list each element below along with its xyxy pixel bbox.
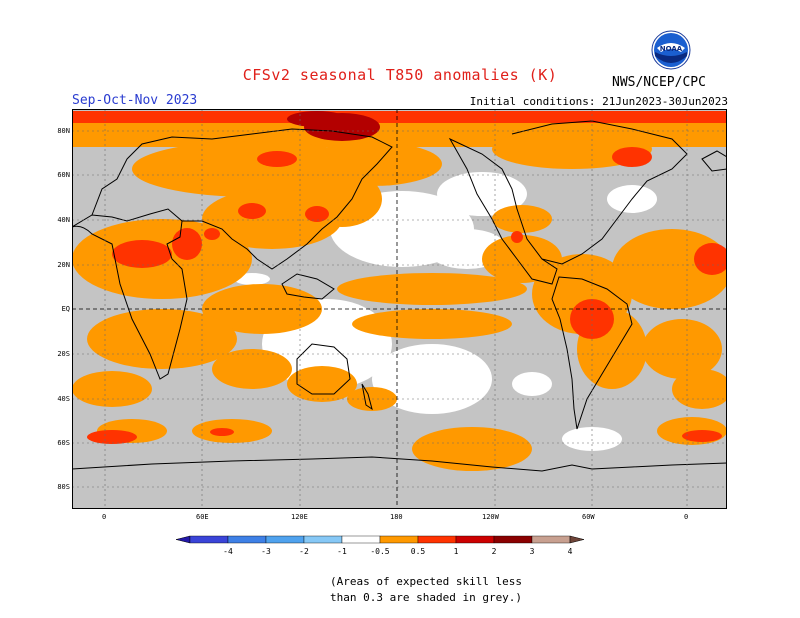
lon-labels: 0 60E 120E 180 120W 60W 0 <box>72 513 727 525</box>
darkred-regions <box>287 111 380 141</box>
lon-label: 0 <box>102 513 107 521</box>
colorbar-swatch <box>493 535 533 544</box>
equator-and-dateline <box>72 109 727 509</box>
colorbar-tick-label: 3 <box>530 547 535 556</box>
agency-label: NWS/NCEP/CPC <box>612 75 706 90</box>
lat-label: 60N <box>57 171 70 179</box>
colorbar-swatch <box>531 535 571 544</box>
season-label: Sep-Oct-Nov 2023 <box>72 93 198 108</box>
colorbar-tick-label: -4 <box>223 547 233 556</box>
svg-text:NOAA: NOAA <box>660 45 683 53</box>
colorbar-tick-label: -3 <box>261 547 271 556</box>
lon-label: 0 <box>684 513 689 521</box>
anomaly-map <box>72 109 727 509</box>
lat-label: EQ <box>61 305 70 313</box>
colorbar-tick-label: -2 <box>299 547 309 556</box>
footnote-line: than 0.3 are shaded in grey.) <box>330 591 523 604</box>
colorbar-tick-label: 1 <box>454 547 459 556</box>
footnote-line: (Areas of expected skill less <box>330 575 523 588</box>
initial-conditions-label: Initial conditions: 21Jun2023-30Jun2023 <box>469 95 728 108</box>
map-title: CFSv2 seasonal T850 anomalies (K) <box>242 66 558 84</box>
colorbar-tick-label: 0.5 <box>411 547 426 556</box>
colorbar-swatch <box>227 535 267 544</box>
lat-label: 80N <box>57 127 70 135</box>
lat-label: 20N <box>57 261 70 269</box>
lon-label: 120W <box>482 513 499 521</box>
lon-label: 180 <box>390 513 403 521</box>
lat-label: 40N <box>57 216 70 224</box>
skill-footnote: (Areas of expected skill less than 0.3 a… <box>330 574 560 606</box>
lat-label: 80S <box>57 483 70 491</box>
colorbar-tick-label: 4 <box>568 547 573 556</box>
lon-label: 60W <box>582 513 595 521</box>
colorbar-tick-label: 2 <box>492 547 497 556</box>
lat-label: 60S <box>57 439 70 447</box>
lat-label: 40S <box>57 395 70 403</box>
lon-label: 60E <box>196 513 209 521</box>
coastlines <box>72 120 727 472</box>
colorbar-swatch <box>341 535 381 544</box>
colorbar: -4 -3 -2 -1 -0.5 0.5 1 2 3 4 <box>175 535 585 556</box>
colorbar-tick-label: -0.5 <box>370 547 389 556</box>
colorbar-tick-label: -1 <box>337 547 347 556</box>
colorbar-swatch <box>189 535 229 544</box>
red-regions <box>72 111 727 444</box>
colorbar-swatch <box>265 535 305 544</box>
noaa-logo: NOAA <box>651 30 691 70</box>
colorbar-swatch <box>455 535 495 544</box>
lat-labels: 80N 60N 40N 20N EQ 20S 40S 60S 80S <box>50 109 70 509</box>
colorbar-swatch <box>303 535 343 544</box>
lon-label: 120E <box>291 513 308 521</box>
lat-label: 20S <box>57 350 70 358</box>
colorbar-swatch <box>379 535 419 544</box>
colorbar-swatch <box>417 535 457 544</box>
colorbar-arrow-high <box>569 535 585 544</box>
colorbar-arrow-low <box>175 535 191 544</box>
orange-regions <box>72 123 727 471</box>
